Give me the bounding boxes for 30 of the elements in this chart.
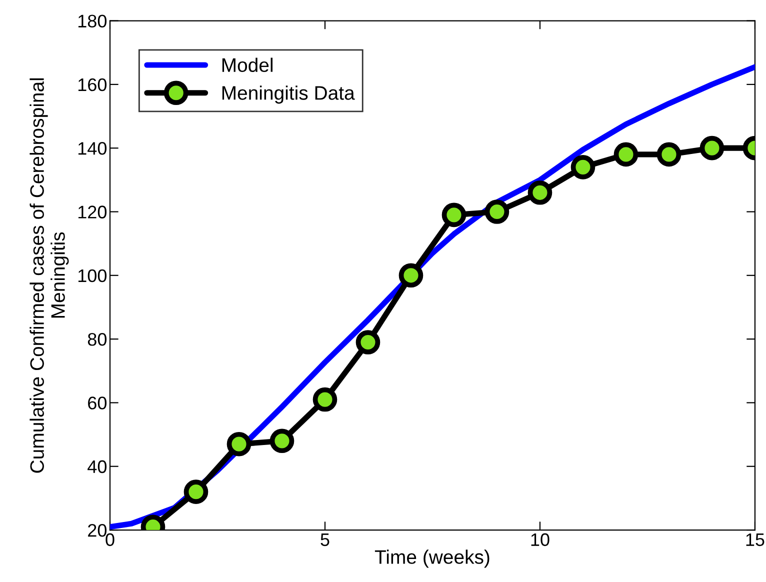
- y-tick-label: 20: [88, 524, 107, 537]
- legend-label: Meningitis Data: [222, 86, 355, 104]
- y-tick-label: 160: [78, 78, 107, 92]
- point: [312, 387, 338, 412]
- point: [656, 142, 682, 167]
- y-tick-label: 180: [78, 14, 107, 28]
- point: [570, 155, 596, 180]
- point: [442, 202, 466, 228]
- x-tick-label: 0: [106, 533, 114, 546]
- point: [270, 428, 294, 454]
- y-tick-label: 80: [88, 332, 107, 346]
- x-tick-label: 5: [320, 533, 330, 546]
- point: [356, 330, 380, 354]
- y-tick-label: 120: [78, 206, 107, 218]
- y-tick-label: 100: [78, 269, 107, 282]
- y-tick-label: 40: [88, 460, 107, 474]
- point: [528, 180, 552, 205]
- y-tick-label: 60: [88, 396, 107, 410]
- y-axis-title: Cumulative Confirmed cases of Cerebrospinal Meningitis: [30, 78, 69, 473]
- point: [398, 263, 424, 288]
- point: [184, 480, 208, 504]
- point: [226, 432, 252, 456]
- point: [614, 142, 638, 167]
- legend-label: Model: [222, 58, 272, 72]
- x-tick-label: 15: [746, 533, 764, 546]
- x-tick-label: 10: [531, 533, 550, 546]
- y-tick-label: 140: [78, 142, 107, 155]
- x-axis-title: Time (weeks): [374, 550, 490, 568]
- point: [484, 200, 510, 224]
- point: [700, 136, 724, 160]
